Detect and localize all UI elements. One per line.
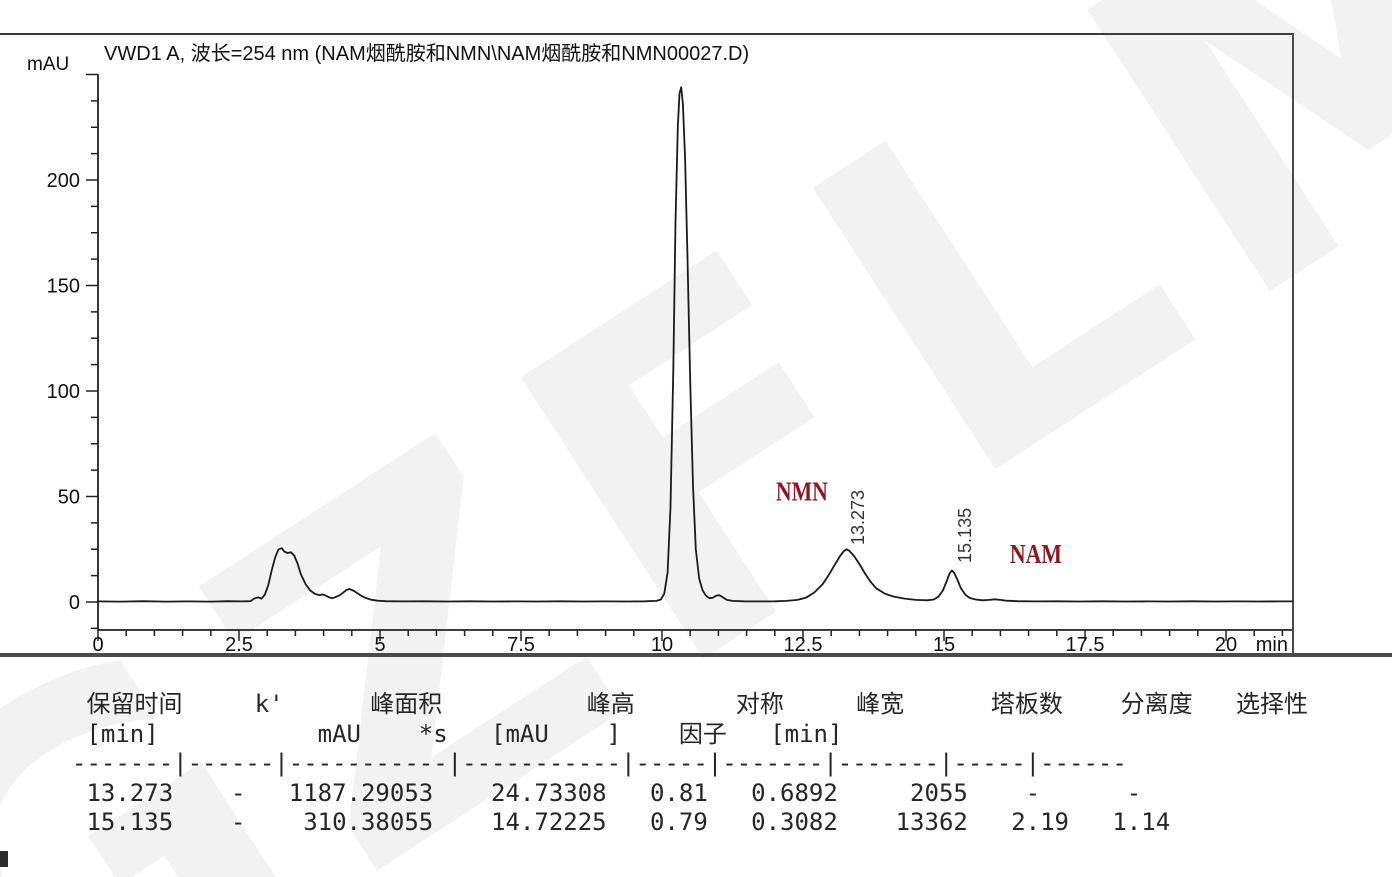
compound-name-label: NMN bbox=[776, 477, 828, 507]
signal-trace bbox=[97, 86, 1293, 603]
x-tick-label: 10 bbox=[651, 634, 673, 656]
y-tick-label: 0 bbox=[69, 592, 80, 614]
x-tick-label: 5 bbox=[374, 634, 385, 656]
y-tick-label: 200 bbox=[47, 170, 80, 192]
x-tick-label: 7.5 bbox=[507, 634, 535, 656]
signal-title: VWD1 A, 波长=254 nm (NAM烟酰胺和NMN\NAM烟酰胺和NMN… bbox=[104, 43, 750, 65]
chromatogram-plot: 0 50 100 150 200 0 2.5 5 7.5 10 12.5 15 17.5 20 min mAU… bbox=[27, 54, 1293, 656]
table-header-line: 保留时间 k' 峰面积 峰高 对称 峰宽 塔板数 分离度 选择性 bbox=[72, 690, 1309, 718]
plot-bottom-border bbox=[0, 653, 1392, 657]
table-separator-line: -------|------|-----------|-----------|-… bbox=[72, 749, 1127, 777]
x-tick-label: 15 bbox=[933, 634, 955, 656]
y-tick-label: 50 bbox=[58, 487, 80, 509]
x-tick-label: 17.5 bbox=[1066, 634, 1105, 656]
table-units-line: [min] mAU *s [mAU ] 因子 [min] bbox=[72, 719, 843, 748]
page-corner-mark bbox=[0, 851, 8, 867]
x-tick-label: 2.5 bbox=[225, 634, 253, 656]
y-axis-unit-label: mAU bbox=[27, 54, 69, 75]
table-row: 13.273 - 1187.29053 24.73308 0.81 0.6892… bbox=[72, 778, 1142, 807]
plot-top-border bbox=[0, 33, 1294, 35]
peak-results-table: 保留时间 k' 峰面积 峰高 对称 峰宽 塔板数 分离度 选择性 [min] m… bbox=[72, 690, 1308, 838]
x-tick-label: 0 bbox=[92, 634, 103, 656]
compound-name-label: NAM bbox=[1010, 539, 1062, 569]
retention-time-label: 15.135 bbox=[955, 508, 975, 563]
x-tick-label: 12.5 bbox=[784, 634, 823, 656]
table-row: 15.135 - 310.38055 14.72225 0.79 0.3082 … bbox=[72, 808, 1171, 836]
y-tick-label: 100 bbox=[47, 381, 80, 403]
y-tick-label: 150 bbox=[47, 276, 80, 298]
retention-time-label: 13.273 bbox=[848, 490, 868, 545]
plot-right-border bbox=[1292, 33, 1294, 656]
x-axis-unit-label: min bbox=[1256, 634, 1288, 656]
x-tick-label: 20 bbox=[1215, 634, 1237, 656]
